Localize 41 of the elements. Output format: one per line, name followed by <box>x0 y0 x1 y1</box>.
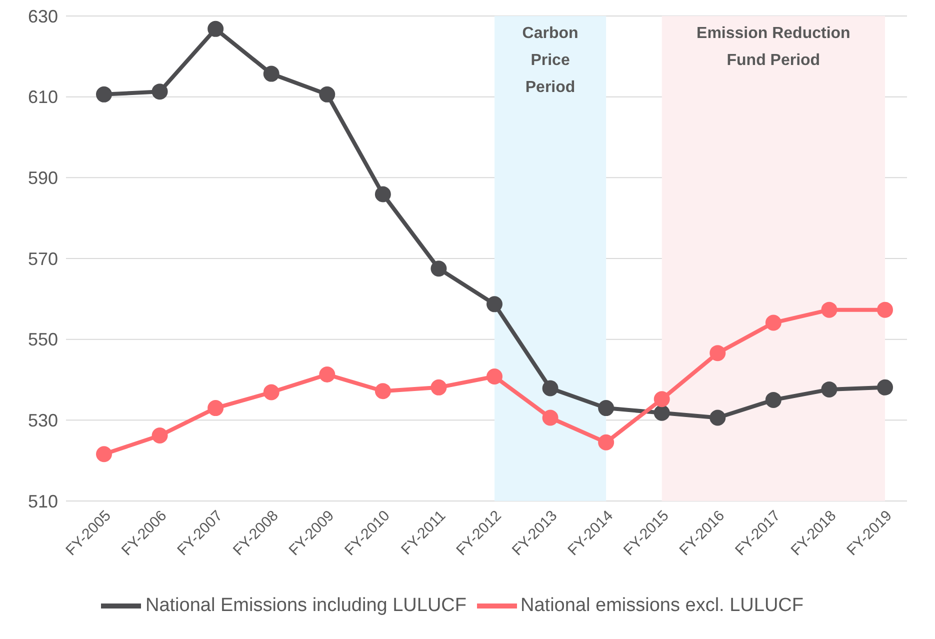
point <box>96 86 112 102</box>
y-tick-label: 550 <box>28 330 58 350</box>
point <box>542 380 558 396</box>
point <box>430 379 447 396</box>
point <box>821 302 838 318</box>
y-tick-label: 590 <box>28 168 58 188</box>
legend-label: National Emissions including LULUCF <box>145 595 467 616</box>
point <box>208 400 224 416</box>
point <box>654 404 670 421</box>
point <box>765 314 782 331</box>
point <box>877 302 893 318</box>
point <box>542 410 558 426</box>
band-label: Carbon Price Period <box>522 25 578 96</box>
point <box>821 381 838 398</box>
y-tick-label: 510 <box>28 491 58 512</box>
point <box>765 392 782 408</box>
point <box>152 428 168 444</box>
legend-label: National emissions excl. LULUCF <box>520 595 804 616</box>
point <box>374 383 391 400</box>
point <box>374 186 391 202</box>
point <box>486 368 502 385</box>
y-tick-label: 630 <box>28 6 58 26</box>
y-tick-label: 570 <box>28 248 58 269</box>
point <box>96 446 112 462</box>
point <box>654 391 670 408</box>
point <box>319 366 336 382</box>
point <box>598 400 614 416</box>
point <box>710 345 726 362</box>
y-tick-label: 530 <box>28 410 58 431</box>
point <box>430 260 447 277</box>
point <box>710 410 726 426</box>
band-label: Emission Reduction Fund Period <box>696 25 850 69</box>
y-tick-label: 610 <box>28 87 58 108</box>
point <box>598 434 614 450</box>
point <box>877 379 893 396</box>
point <box>486 296 502 312</box>
point <box>319 86 336 102</box>
point <box>152 84 168 100</box>
point <box>208 20 224 37</box>
point <box>263 384 280 400</box>
point <box>263 66 280 82</box>
